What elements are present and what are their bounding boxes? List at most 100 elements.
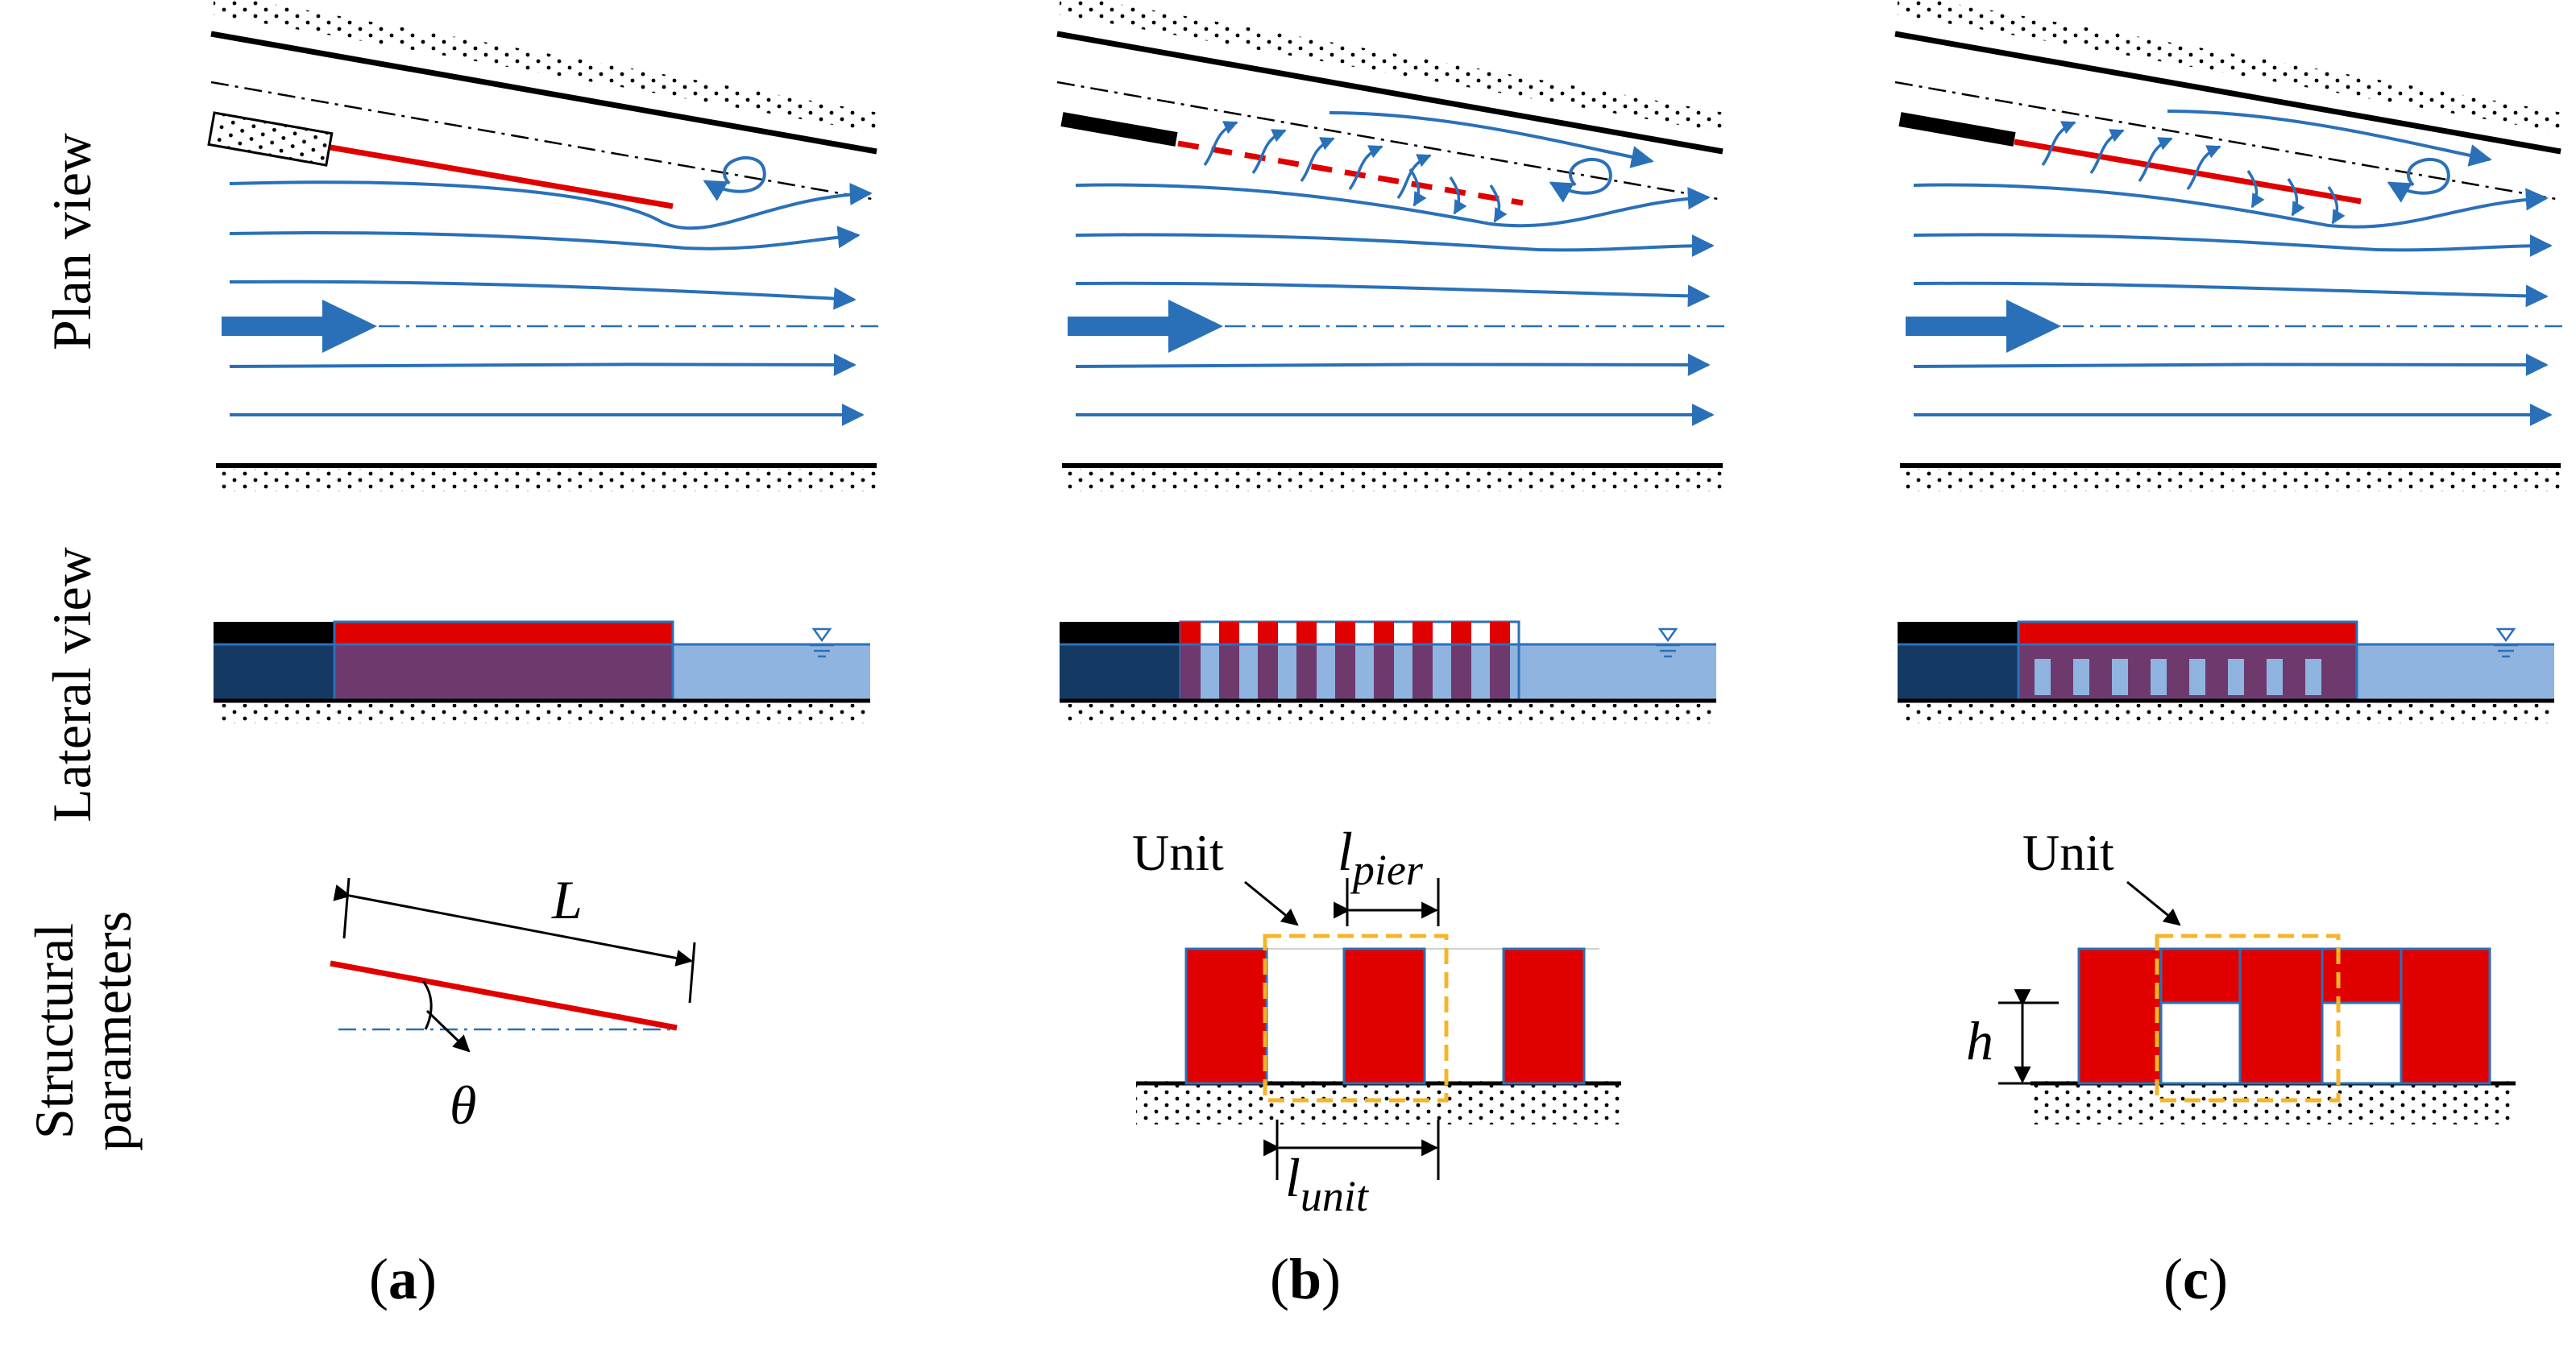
- dike-axis-line: [1894, 81, 2561, 201]
- caption-b-open: (: [1270, 1247, 1289, 1311]
- jet-arrow: [1300, 137, 1335, 183]
- jet-arrow: [2138, 137, 2173, 183]
- caption-a: (a): [369, 1247, 437, 1311]
- caption-a-open: (: [369, 1247, 388, 1311]
- pier-below: [1490, 644, 1510, 701]
- piers: [1180, 622, 1510, 701]
- caption-c-open: (: [2163, 1247, 2183, 1311]
- streamline: [229, 353, 857, 376]
- pier-length-sub: pier: [1350, 846, 1424, 894]
- pier-below: [1412, 644, 1433, 701]
- jet-arrow: [1203, 121, 1238, 167]
- pier-above: [1374, 622, 1394, 644]
- pier-above: [1180, 622, 1201, 644]
- unit-length-sub: unit: [1300, 1172, 1370, 1220]
- plan-channel: [1056, 0, 1724, 491]
- streamline: [229, 180, 873, 230]
- opening: [2189, 659, 2205, 695]
- pier: [1502, 947, 1586, 1085]
- jet-arrow: [2041, 121, 2076, 167]
- pier-above: [1412, 622, 1433, 644]
- row-label-plan: Plan view: [41, 133, 102, 350]
- permeable-dike-dashed: [1177, 140, 1524, 206]
- bed-soil: [1136, 1081, 1620, 1124]
- params-b: Unit lpier lunit: [1132, 821, 1621, 1220]
- bed-soil: [1906, 704, 2554, 723]
- plan-view-c: [1894, 0, 2562, 491]
- solid-dike: [330, 144, 674, 209]
- caption-c-close: ): [2209, 1247, 2228, 1311]
- caption-b-letter: b: [1289, 1247, 1321, 1311]
- dike-above-water: [2017, 620, 2358, 646]
- dike-head-block: [207, 111, 334, 167]
- dike-above-water: [333, 620, 674, 646]
- opening: [2112, 659, 2128, 695]
- jet-arrow: [1396, 154, 1432, 200]
- caption-b-close: ): [1321, 1247, 1341, 1311]
- jet-arrows: [1203, 121, 1508, 223]
- lateral-view-b: [1060, 620, 1716, 723]
- jet-arrow: [1489, 184, 1508, 223]
- pier-below: [1258, 644, 1278, 701]
- length-tick-right: [688, 942, 696, 1004]
- angle-label: θ: [450, 1075, 476, 1136]
- pier-above: [1296, 622, 1317, 644]
- plan-channel: [1894, 0, 2562, 491]
- streamline: [1075, 353, 1711, 376]
- flow-arrow-icon: [1068, 300, 1223, 353]
- streamlines: [1913, 110, 2553, 426]
- caption-a-letter: a: [388, 1247, 417, 1311]
- plan-view-a: [207, 0, 878, 491]
- jet-arrow: [1408, 168, 1427, 207]
- opening: [2228, 659, 2244, 695]
- head-block: [1060, 622, 1180, 644]
- jet-arrow: [2327, 186, 2346, 225]
- angle-pointer: [425, 1009, 471, 1053]
- dike-axis-line: [1056, 81, 1724, 201]
- lower-bank-soil: [218, 469, 878, 491]
- length-dimension: [333, 884, 694, 967]
- jet-arrow: [2186, 145, 2221, 191]
- plan-view-b: [1056, 0, 1724, 491]
- streamlines: [229, 180, 873, 426]
- row-labels: Plan view Lateral view Structural parame…: [23, 133, 143, 1151]
- unit-pointer: [2126, 880, 2181, 926]
- plan-channel: [210, 0, 878, 491]
- unit-box: [1263, 934, 1449, 1103]
- dike-line: [330, 960, 678, 1031]
- jet-arrows: [2041, 121, 2346, 225]
- params-c: Unit h: [1966, 824, 2516, 1124]
- jet-arrow: [1251, 129, 1287, 175]
- opening: [2073, 659, 2089, 695]
- jet-arrow: [1449, 176, 1467, 215]
- dike-body: [2077, 947, 2491, 1085]
- pier-length-base: l: [1338, 821, 1353, 882]
- pier-above: [1490, 622, 1510, 644]
- head-block: [1898, 622, 2018, 644]
- flow-arrow-icon: [1906, 300, 2061, 353]
- lower-bank-soil: [1902, 469, 2562, 491]
- jet-arrow: [2287, 178, 2305, 217]
- opening: [2159, 1001, 2242, 1085]
- unit-pointer: [1244, 880, 1299, 926]
- streamline: [1913, 233, 2553, 258]
- pier: [1342, 947, 1426, 1085]
- upper-bank-line: [1056, 31, 1724, 155]
- head-block: [214, 622, 334, 644]
- streamline: [1913, 183, 2549, 229]
- dike-head-solid: [1060, 112, 1178, 147]
- upper-bank-soil: [1060, 0, 1724, 133]
- dike-head-solid: [1898, 112, 2016, 147]
- head-dark-water: [214, 644, 334, 701]
- water-level-icon: [810, 627, 834, 658]
- unit-length-label: lunit: [1285, 1147, 1370, 1220]
- flow-arrow-icon: [222, 300, 377, 353]
- pier-below: [1296, 644, 1317, 701]
- pier-above: [1219, 622, 1239, 644]
- streamline: [1075, 233, 1715, 258]
- pier-above: [1335, 622, 1355, 644]
- panel-captions: (a) (b) (c): [369, 1247, 2228, 1311]
- caption-a-close: ): [417, 1247, 437, 1311]
- pier-below: [1219, 644, 1239, 701]
